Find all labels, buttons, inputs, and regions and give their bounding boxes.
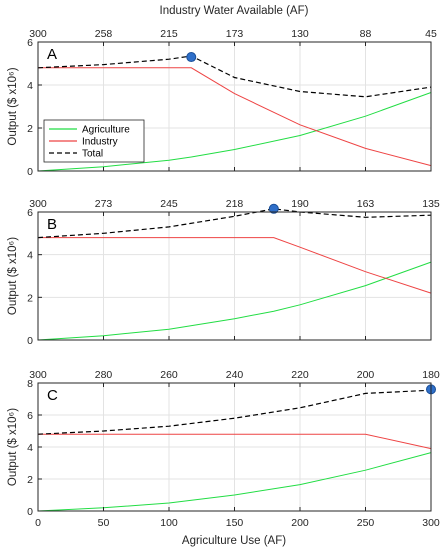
legend-label: Industry bbox=[82, 137, 118, 148]
y-axis-label: Output ($ x10⁶) bbox=[7, 408, 19, 486]
legend-label: Total bbox=[82, 149, 103, 160]
y-tick-label: 0 bbox=[27, 166, 33, 178]
y-tick-label: 2 bbox=[27, 474, 33, 486]
panel-label: B bbox=[47, 216, 57, 233]
bottom-axis-title: Agriculture Use (AF) bbox=[182, 535, 286, 547]
y-tick-label: 4 bbox=[27, 250, 33, 262]
top-tick-label: 173 bbox=[226, 28, 244, 40]
series-line-industry bbox=[38, 237, 432, 294]
series-line-total bbox=[37, 389, 432, 435]
y-tick-label: 0 bbox=[27, 506, 33, 518]
y-axis-label: Output ($ x10⁶) bbox=[7, 237, 19, 315]
top-tick-label: 300 bbox=[29, 28, 47, 40]
y-tick-label: 2 bbox=[27, 292, 33, 304]
top-tick-label: 220 bbox=[291, 369, 309, 381]
optimum-point bbox=[268, 203, 279, 214]
y-tick-label: 0 bbox=[27, 335, 33, 347]
legend-label: Agriculture bbox=[82, 125, 130, 136]
top-tick-label: 88 bbox=[360, 28, 372, 40]
y-tick-label: 6 bbox=[27, 410, 33, 422]
y-tick-label: 8 bbox=[27, 378, 33, 390]
panel-label: C bbox=[47, 387, 58, 404]
top-tick-label: 215 bbox=[160, 28, 178, 40]
x-tick-label: 150 bbox=[226, 517, 244, 529]
optimum-point bbox=[186, 52, 197, 63]
top-tick-label: 180 bbox=[422, 369, 440, 381]
top-tick-label: 245 bbox=[160, 198, 178, 210]
top-tick-label: 260 bbox=[160, 369, 178, 381]
top-tick-label: 218 bbox=[226, 198, 244, 210]
y-tick-label: 6 bbox=[27, 37, 33, 49]
top-tick-label: 300 bbox=[29, 198, 47, 210]
y-tick-label: 4 bbox=[27, 80, 33, 92]
y-tick-label: 2 bbox=[27, 123, 33, 135]
top-tick-label: 273 bbox=[95, 198, 113, 210]
x-tick-label: 200 bbox=[291, 517, 309, 529]
series-line-agriculture bbox=[37, 261, 432, 341]
y-tick-label: 6 bbox=[27, 207, 33, 219]
y-tick-label: 4 bbox=[27, 442, 33, 454]
series-line-total bbox=[37, 55, 432, 98]
series-line-industry bbox=[38, 433, 432, 450]
x-tick-label: 250 bbox=[357, 517, 375, 529]
y-axis-label: Output ($ x10⁶) bbox=[7, 67, 19, 145]
x-tick-label: 300 bbox=[422, 517, 440, 529]
top-tick-label: 135 bbox=[422, 198, 440, 210]
x-tick-label: 0 bbox=[35, 517, 41, 529]
x-tick-label: 100 bbox=[160, 517, 178, 529]
top-tick-label: 200 bbox=[357, 369, 375, 381]
top-tick-label: 280 bbox=[95, 369, 113, 381]
series-line-industry bbox=[38, 67, 432, 167]
series-line-agriculture bbox=[37, 92, 432, 172]
top-tick-label: 258 bbox=[95, 28, 113, 40]
x-tick-label: 50 bbox=[98, 517, 110, 529]
top-tick-label: 45 bbox=[425, 28, 437, 40]
top-axis-title: Industry Water Available (AF) bbox=[160, 5, 309, 17]
panel-label: A bbox=[47, 46, 57, 63]
top-tick-label: 240 bbox=[226, 369, 244, 381]
top-tick-label: 300 bbox=[29, 369, 47, 381]
top-tick-label: 190 bbox=[291, 198, 309, 210]
top-tick-label: 163 bbox=[357, 198, 375, 210]
series-line-total bbox=[37, 208, 432, 239]
panel-c: 0 2 4 6 8 0 50 100 150 200 250 300 300 280 260 240 220 20… bbox=[7, 369, 440, 529]
top-tick-label: 130 bbox=[291, 28, 309, 40]
